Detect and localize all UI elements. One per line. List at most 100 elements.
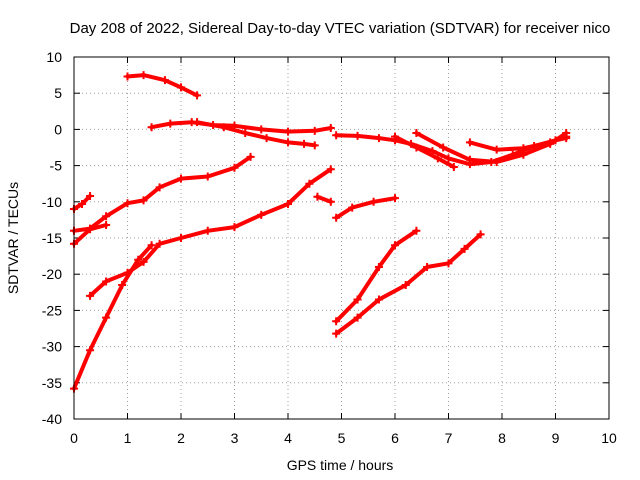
data-point (326, 197, 335, 206)
data-point (374, 262, 383, 271)
x-tick-label: 4 (284, 430, 292, 446)
data-point (391, 132, 399, 141)
data-point (326, 165, 335, 174)
data-point (391, 194, 399, 203)
series-line (334, 228, 419, 324)
x-tick-label: 5 (338, 430, 346, 446)
series-arc13 (313, 192, 335, 206)
data-point (444, 154, 453, 163)
x-axis-label: GPS time / hours (287, 457, 394, 473)
x-tick-label: 2 (177, 430, 185, 446)
data-point (102, 277, 111, 286)
data-point (147, 123, 156, 132)
data-point (177, 174, 185, 183)
data-point (412, 143, 421, 152)
data-point (193, 91, 202, 100)
data-point (155, 183, 164, 192)
series-line (334, 232, 483, 336)
y-tick-label: -5 (50, 158, 63, 174)
series-arc3 (193, 118, 319, 150)
y-tick-label: -10 (42, 194, 62, 210)
data-point (313, 192, 322, 201)
data-point (562, 132, 571, 141)
x-tick-label: 1 (124, 430, 132, 446)
data-point (219, 123, 228, 132)
series-line (125, 73, 200, 98)
y-tick-label: -15 (42, 230, 62, 246)
x-tick-label: 7 (445, 430, 453, 446)
series-arc11 (86, 165, 335, 300)
series-line (72, 243, 154, 391)
data-point (465, 155, 474, 164)
data-point (78, 199, 87, 208)
data-point (155, 239, 164, 248)
data-point (412, 129, 421, 138)
data-point (139, 71, 148, 80)
x-tick-label: 8 (498, 430, 506, 446)
data-point (257, 125, 266, 134)
series-arc15 (332, 226, 421, 326)
data-point (177, 234, 185, 242)
x-tick-label: 3 (231, 430, 239, 446)
x-tick-label: 0 (70, 430, 78, 446)
y-tick-label: -25 (42, 302, 62, 318)
series-line (195, 120, 317, 148)
y-tick-label: 0 (54, 121, 62, 137)
data-point (492, 157, 501, 166)
data-point (465, 138, 474, 147)
y-axis-label: SDTVAR / TECUs (5, 182, 21, 294)
x-tick-label: 6 (391, 430, 399, 446)
data-point (177, 83, 185, 92)
data-point (86, 225, 95, 234)
data-point (310, 126, 319, 135)
data-point (284, 127, 292, 136)
data-point (412, 226, 421, 235)
data-point (166, 119, 175, 128)
data-point (241, 129, 250, 138)
data-point (423, 262, 432, 271)
data-point (139, 196, 148, 205)
data-point (102, 313, 111, 322)
data-point (374, 295, 383, 304)
data-point (326, 123, 335, 132)
series-arc1 (123, 71, 202, 100)
series-line (88, 167, 333, 298)
y-tick-label: -35 (42, 375, 62, 391)
data-point (147, 241, 156, 250)
y-tick-label: -40 (42, 411, 62, 427)
data-point (134, 255, 143, 264)
data-point (257, 210, 266, 219)
plot-frame (73, 56, 610, 420)
y-tick-label: -30 (42, 339, 62, 355)
series-arc16 (332, 230, 485, 338)
series-arc14 (332, 194, 399, 222)
x-tick-label: 9 (552, 430, 560, 446)
data-point (476, 230, 485, 239)
data-point (439, 143, 448, 152)
data-point (160, 76, 169, 85)
data-point (401, 281, 410, 290)
data-series (70, 71, 571, 393)
data-point (246, 152, 255, 161)
data-point (118, 281, 127, 290)
data-point (332, 213, 341, 222)
data-point (230, 163, 239, 172)
data-point (374, 134, 383, 143)
data-point (310, 141, 319, 150)
data-point (300, 139, 309, 148)
data-point (492, 145, 501, 154)
series-line (334, 196, 397, 220)
data-point (193, 118, 202, 127)
data-point (123, 72, 132, 81)
y-tick-label: 5 (54, 85, 62, 101)
data-point (86, 291, 95, 300)
data-point (262, 134, 271, 143)
data-point (460, 244, 469, 253)
data-point (102, 212, 111, 221)
data-point (203, 226, 212, 235)
series-arc7 (465, 132, 571, 154)
series-arc2 (147, 118, 335, 136)
grid (74, 57, 609, 419)
y-tick-label: -20 (42, 266, 62, 282)
